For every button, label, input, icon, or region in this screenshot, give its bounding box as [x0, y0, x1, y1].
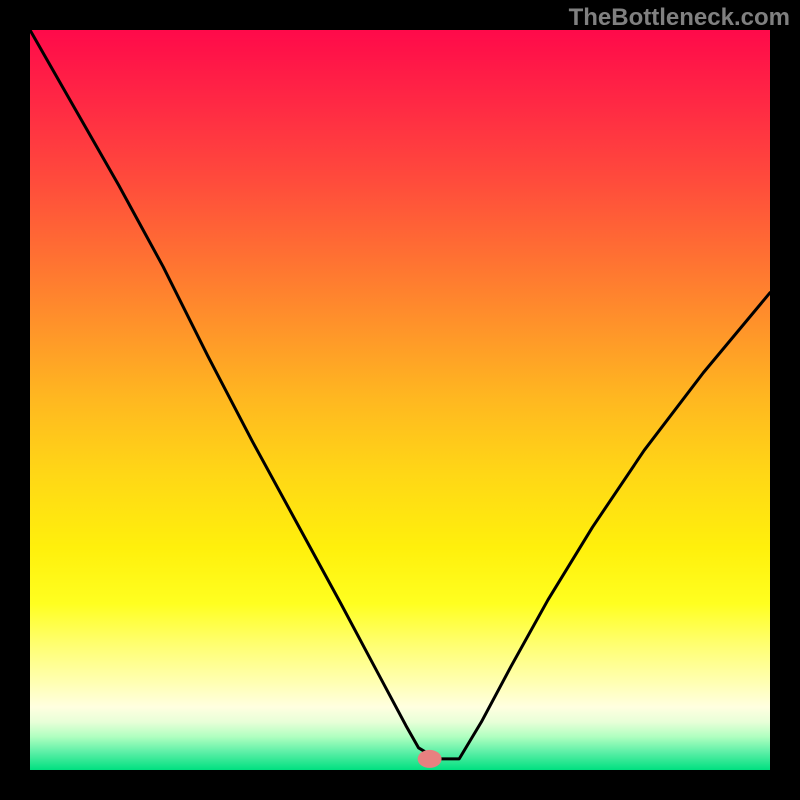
chart-svg: [0, 0, 800, 800]
bottleneck-chart: TheBottleneck.com: [0, 0, 800, 800]
watermark-text: TheBottleneck.com: [569, 4, 790, 32]
